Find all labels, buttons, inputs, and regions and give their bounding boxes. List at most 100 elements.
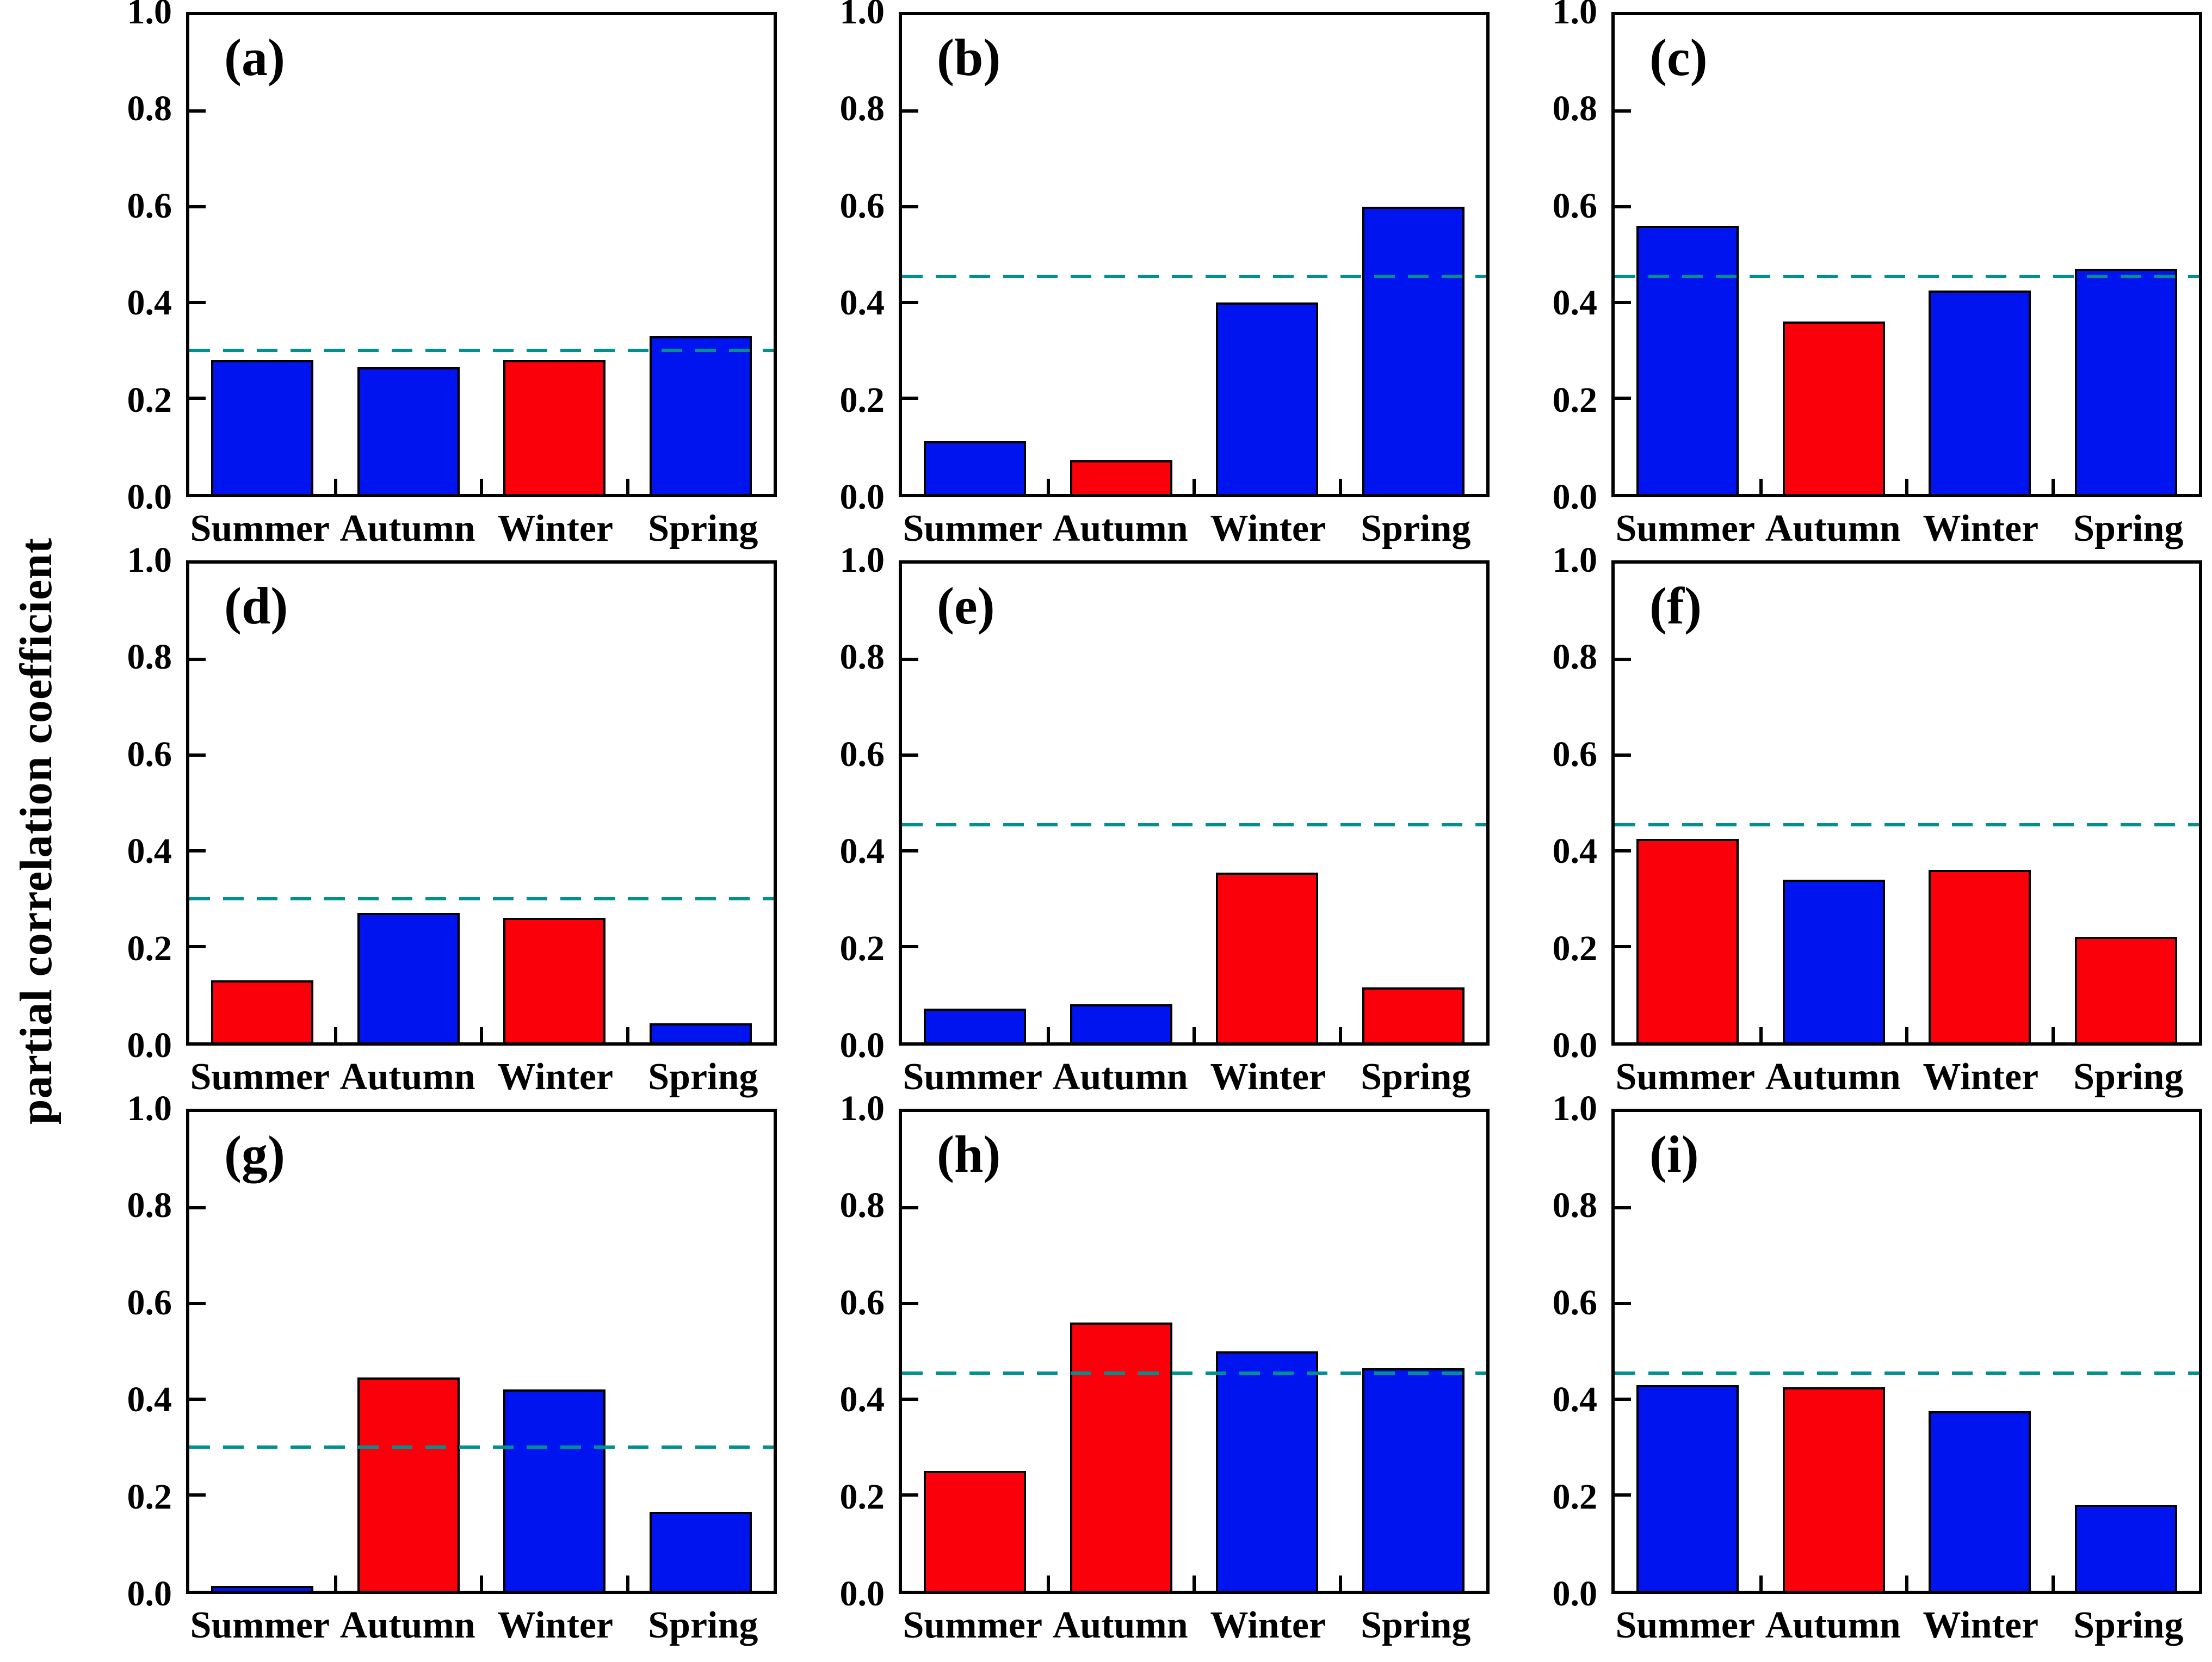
bar-i-autumn <box>1782 1387 1885 1591</box>
x-category-label-autumn: Autumn <box>339 508 475 549</box>
bar-g-winter <box>503 1389 606 1591</box>
x-axis-h: Summer Autumn Winter Spring <box>899 1594 1490 1657</box>
bar-f-winter <box>1929 870 2031 1042</box>
y-tick-label: 0.4 <box>839 283 885 323</box>
panel-label-b: (b) <box>937 28 1001 87</box>
y-tick-label: 0.0 <box>127 477 172 517</box>
y-tick-label: 0.6 <box>1552 186 1598 226</box>
bar-b-spring <box>1362 207 1465 494</box>
y-tick-mark <box>189 1493 206 1497</box>
y-tick-label: 0.8 <box>839 89 885 129</box>
y-tick-label: 0.2 <box>839 928 885 968</box>
panel-label-i: (i) <box>1649 1125 1699 1183</box>
bar-d-winter <box>503 918 606 1042</box>
y-tick-mark <box>1615 1206 1631 1209</box>
bar-b-summer <box>924 441 1027 494</box>
plot-area-i: (i) <box>1611 1109 2202 1594</box>
y-tick-label: 0.0 <box>127 1574 172 1614</box>
x-category-label-spring: Spring <box>2073 508 2184 549</box>
panel-label-g: (g) <box>224 1125 285 1183</box>
x-tick-mark <box>333 1027 337 1042</box>
bar-i-summer <box>1636 1385 1739 1591</box>
bar-a-autumn <box>357 367 460 494</box>
x-axis-i: Summer Autumn Winter Spring <box>1611 1594 2202 1657</box>
y-tick-mark <box>1615 945 1631 948</box>
significance-threshold-line <box>189 349 774 352</box>
y-tick-label: 0.8 <box>1552 637 1598 677</box>
x-category-label-winter: Winter <box>1923 1604 2039 1646</box>
y-tick-label: 0.8 <box>1552 89 1598 129</box>
y-tick-label: 0.0 <box>1552 477 1598 517</box>
y-tick-label: 0.8 <box>839 637 885 677</box>
y-tick-label: 0.4 <box>1552 831 1598 872</box>
x-axis-b: Summer Autumn Winter Spring <box>899 497 1490 560</box>
y-tick-label: 0.2 <box>127 380 172 420</box>
x-tick-mark <box>1905 479 1908 494</box>
bar-c-summer <box>1636 226 1739 494</box>
x-axis-c: Summer Autumn Winter Spring <box>1611 497 2202 560</box>
x-category-label-autumn: Autumn <box>1052 1056 1188 1098</box>
plot-area-a: (a) <box>186 12 777 497</box>
y-tick-label: 0.2 <box>839 380 885 420</box>
plot-area-e: (e) <box>899 560 1490 1046</box>
y-tick-label: 0.8 <box>1552 1185 1598 1226</box>
bar-c-autumn <box>1782 322 1885 494</box>
panel-label-f: (f) <box>1649 577 1702 635</box>
x-tick-mark <box>1759 1027 1763 1042</box>
significance-threshold-line <box>1615 1371 2199 1375</box>
y-axis-d: 1.0 0.8 0.6 0.4 0.2 0.0 <box>72 542 186 1064</box>
y-axis-g: 1.0 0.8 0.6 0.4 0.2 0.0 <box>72 1091 186 1612</box>
y-tick-label: 0.0 <box>127 1025 172 1065</box>
x-tick-mark <box>480 479 483 494</box>
y-tick-label: 1.0 <box>127 1089 172 1128</box>
y-tick-mark <box>189 109 206 113</box>
panel-a: 1.0 0.8 0.6 0.4 0.2 0.0 (a) Summer Autumn Winter S… <box>72 0 784 560</box>
x-axis-d: Summer Autumn Winter Spring <box>186 1046 777 1109</box>
bar-d-summer <box>211 980 314 1042</box>
y-tick-mark <box>1615 753 1631 757</box>
x-category-label-summer: Summer <box>1615 1056 1756 1098</box>
y-tick-label: 0.6 <box>1552 1282 1598 1323</box>
panel-i: 1.0 0.8 0.6 0.4 0.2 0.0 (i) Summer Autumn Winter S… <box>1497 1091 2210 1657</box>
bar-e-winter <box>1216 872 1319 1042</box>
y-tick-label: 1.0 <box>127 0 172 32</box>
x-category-label-autumn: Autumn <box>339 1056 475 1098</box>
y-tick-label: 1.0 <box>1552 540 1598 580</box>
y-axis-e: 1.0 0.8 0.6 0.4 0.2 0.0 <box>784 542 899 1064</box>
plot-area-h: (h) <box>899 1109 1490 1594</box>
x-category-label-summer: Summer <box>1615 1604 1756 1646</box>
y-tick-mark <box>189 658 206 661</box>
significance-threshold-line <box>1615 274 2199 278</box>
x-category-label-summer: Summer <box>903 1604 1043 1646</box>
y-tick-label: 0.8 <box>127 89 172 129</box>
x-category-label-autumn: Autumn <box>1765 1604 1901 1646</box>
x-tick-mark <box>1046 479 1050 494</box>
y-tick-label: 0.0 <box>1552 1025 1598 1065</box>
panel-b: 1.0 0.8 0.6 0.4 0.2 0.0 (b) Summer Autumn Winter S… <box>784 0 1497 560</box>
y-tick-mark <box>189 753 206 757</box>
y-tick-label: 0.0 <box>839 1574 885 1614</box>
y-tick-label: 0.4 <box>1552 1380 1598 1420</box>
x-category-label-winter: Winter <box>1210 1604 1326 1646</box>
y-axis-title: partial correlation coefficient <box>10 537 61 1125</box>
y-tick-mark <box>189 945 206 948</box>
bar-i-spring <box>2074 1504 2177 1591</box>
bar-f-autumn <box>1782 879 1885 1042</box>
x-category-label-winter: Winter <box>497 1056 614 1098</box>
x-tick-mark <box>333 479 337 494</box>
bar-b-autumn <box>1070 460 1172 494</box>
x-tick-mark <box>1905 1575 1908 1591</box>
x-category-label-spring: Spring <box>648 1056 758 1098</box>
panel-c: 1.0 0.8 0.6 0.4 0.2 0.0 (c) Summer Autumn Winter S… <box>1497 0 2210 560</box>
x-tick-mark <box>1192 479 1196 494</box>
bar-c-winter <box>1929 291 2031 494</box>
x-category-label-autumn: Autumn <box>1765 1056 1901 1098</box>
x-category-label-winter: Winter <box>497 508 614 549</box>
panel-label-e: (e) <box>937 577 995 635</box>
x-axis-a: Summer Autumn Winter Spring <box>186 497 777 560</box>
y-axis-f: 1.0 0.8 0.6 0.4 0.2 0.0 <box>1497 542 1611 1064</box>
y-tick-label: 0.6 <box>127 1282 172 1323</box>
plot-area-f: (f) <box>1611 560 2202 1046</box>
panel-e: 1.0 0.8 0.6 0.4 0.2 0.0 (e) Summer Autumn Winter S… <box>784 542 1497 1109</box>
y-tick-label: 1.0 <box>1552 1089 1598 1128</box>
